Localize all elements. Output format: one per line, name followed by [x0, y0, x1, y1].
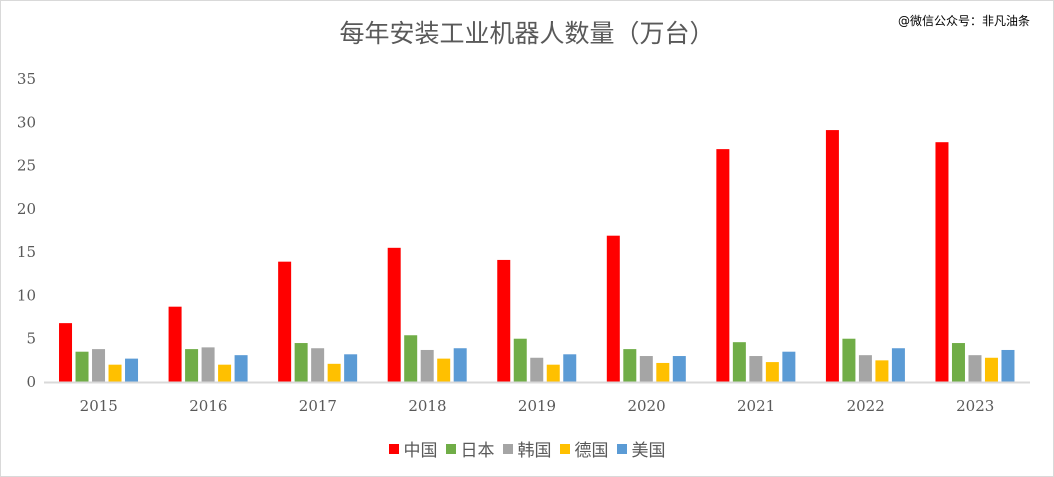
bar-2018-中国: [387, 247, 401, 382]
bar-2017-中国: [278, 261, 292, 382]
bar-2021-美国: [782, 351, 796, 382]
chart-title: 每年安装工业机器人数量（万台）: [339, 19, 715, 48]
bar-2019-日本: [513, 338, 527, 382]
legend-swatch: [616, 443, 627, 454]
x-tick-label: 2018: [408, 397, 446, 415]
bar-2016-日本: [185, 349, 199, 382]
bar-2019-中国: [497, 259, 511, 382]
legend-label: 韩国: [517, 441, 552, 461]
x-tick-label: 2019: [518, 397, 556, 415]
x-tick-label: 2017: [299, 397, 337, 415]
bar-2022-美国: [891, 348, 905, 382]
bar-2018-美国: [453, 348, 467, 382]
x-tick-label: 2015: [80, 397, 118, 415]
bar-2019-韩国: [530, 357, 544, 382]
bar-2015-日本: [75, 351, 89, 382]
y-tick-label: 30: [17, 113, 36, 131]
bar-2022-日本: [842, 338, 856, 382]
bar-2020-德国: [656, 362, 670, 382]
bar-2015-中国: [59, 323, 73, 382]
bar-2023-中国: [935, 142, 949, 382]
bar-2018-德国: [437, 358, 451, 382]
bar-2017-日本: [294, 343, 308, 382]
x-tick-label: 2016: [189, 397, 227, 415]
bar-2016-德国: [218, 364, 232, 382]
bar-2019-德国: [546, 364, 560, 382]
bar-2023-德国: [984, 357, 998, 382]
y-tick-label: 20: [17, 200, 36, 218]
y-tick-label: 15: [17, 243, 36, 261]
bar-2020-日本: [623, 349, 637, 382]
x-tick-label: 2020: [627, 397, 665, 415]
bar-2023-日本: [951, 343, 965, 382]
bar-2022-中国: [825, 130, 839, 382]
bar-2023-韩国: [968, 355, 982, 382]
legend-item: 中国: [388, 436, 438, 461]
y-tick-label: 5: [26, 330, 36, 348]
legend-item: 德国: [559, 436, 609, 461]
bar-2021-德国: [765, 362, 779, 382]
bar-2020-美国: [672, 356, 686, 382]
bar-2018-日本: [404, 335, 418, 382]
bar-2016-美国: [234, 355, 248, 382]
bar-2018-韩国: [420, 349, 434, 382]
y-tick-label: 10: [17, 286, 36, 304]
legend-label: 德国: [574, 441, 609, 461]
bar-2017-韩国: [311, 348, 325, 382]
bar-2021-韩国: [749, 356, 763, 382]
x-tick-label: 2023: [956, 397, 994, 415]
x-tick-label: 2022: [847, 397, 885, 415]
bar-2019-美国: [563, 354, 577, 382]
legend: 中国 日本 韩国 德国 美国: [0, 436, 1054, 461]
legend-swatch: [502, 443, 513, 454]
legend-label: 美国: [631, 441, 666, 461]
legend-label: 日本: [460, 441, 495, 461]
y-tick-label: 35: [17, 70, 36, 88]
bar-2021-日本: [732, 342, 746, 382]
bar-2023-美国: [1001, 349, 1015, 382]
legend-item: 日本: [445, 436, 495, 461]
bar-2022-韩国: [858, 355, 872, 382]
watermark: @微信公众号：非凡油条: [898, 14, 1031, 28]
bar-2020-中国: [606, 235, 620, 382]
bar-2015-韩国: [92, 349, 106, 382]
x-tick-label: 2021: [737, 397, 775, 415]
bar-2016-韩国: [201, 347, 215, 382]
legend-item: 韩国: [502, 436, 552, 461]
legend-label: 中国: [403, 441, 438, 461]
bar-2020-韩国: [639, 356, 653, 382]
legend-swatch: [445, 443, 456, 454]
bar-2021-中国: [716, 149, 730, 382]
legend-swatch: [388, 443, 399, 454]
bar-2022-德国: [875, 360, 889, 382]
bar-2016-中国: [168, 306, 182, 382]
bar-2017-美国: [344, 354, 358, 382]
legend-item: 美国: [616, 436, 666, 461]
bar-2017-德国: [327, 363, 341, 382]
y-tick-label: 25: [17, 157, 36, 175]
legend-swatch: [559, 443, 570, 454]
bar-2015-德国: [108, 364, 122, 382]
y-tick-label: 0: [26, 373, 36, 391]
bar-2015-美国: [125, 358, 139, 382]
